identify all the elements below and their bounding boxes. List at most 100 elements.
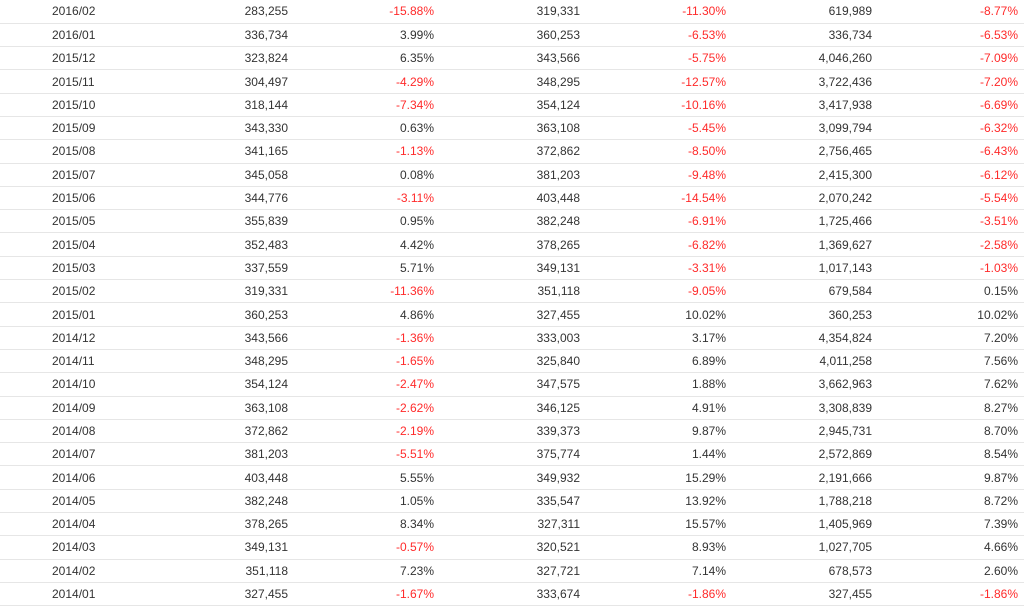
cell-change-3: -7.09%	[876, 46, 1024, 71]
cell-month: 2015/11	[0, 69, 146, 94]
cell-value-1: 337,559	[146, 256, 292, 281]
cell-change-3: 2.60%	[876, 559, 1024, 583]
cell-value-1: 382,248	[146, 489, 292, 514]
cell-value-3: 3,722,436	[730, 69, 876, 94]
table-row: 2014/06 403,448 5.55% 349,932 15.29% 2,191,66…	[0, 465, 1024, 490]
cell-value-3: 2,572,869	[730, 442, 876, 467]
table-row: 2014/07 381,203 -5.51% 375,774 1.44% 2,572,86…	[0, 442, 1024, 467]
cell-month: 2014/06	[0, 465, 146, 490]
cell-change-3: 8.72%	[876, 489, 1024, 514]
table-row: 2014/01 327,455 -1.67% 333,674 -1.86% 327,455…	[0, 582, 1024, 606]
table-row: 2014/08 372,862 -2.19% 339,373 9.87% 2,945,73…	[0, 419, 1024, 444]
cell-value-2: 360,253	[438, 23, 584, 48]
cell-change-2: -14.54%	[584, 186, 730, 211]
cell-value-1: 348,295	[146, 349, 292, 374]
cell-change-3: 7.39%	[876, 512, 1024, 537]
cell-change-3: -6.32%	[876, 116, 1024, 141]
cell-value-1: 363,108	[146, 396, 292, 420]
cell-change-2: -1.86%	[584, 582, 730, 606]
cell-change-2: 3.17%	[584, 326, 730, 350]
table-row: 2016/01 336,734 3.99% 360,253 -6.53% 336,734-…	[0, 23, 1024, 48]
cell-change-3: 7.62%	[876, 372, 1024, 397]
cell-change-1: 1.05%	[292, 489, 438, 514]
cell-change-1: 6.35%	[292, 46, 438, 71]
cell-value-3: 4,354,824	[730, 326, 876, 350]
cell-change-1: -2.47%	[292, 372, 438, 397]
cell-value-1: 381,203	[146, 442, 292, 467]
table-row: 2015/02 319,331 -11.36% 351,118 -9.05% 679,58…	[0, 279, 1024, 304]
cell-value-3: 2,945,731	[730, 419, 876, 444]
cell-change-3: -6.12%	[876, 163, 1024, 187]
cell-value-1: 360,253	[146, 302, 292, 327]
cell-change-1: 5.55%	[292, 465, 438, 490]
cell-change-3: -6.53%	[876, 23, 1024, 48]
cell-change-1: 0.63%	[292, 116, 438, 141]
cell-value-2: 382,248	[438, 209, 584, 234]
table-row: 2014/09 363,108 -2.62% 346,125 4.91% 3,308,83…	[0, 396, 1024, 420]
table-row: 2014/12 343,566 -1.36% 333,003 3.17% 4,354,82…	[0, 326, 1024, 350]
cell-value-1: 319,331	[146, 279, 292, 304]
cell-month: 2015/09	[0, 116, 146, 141]
cell-change-3: 7.56%	[876, 349, 1024, 374]
cell-month: 2015/07	[0, 163, 146, 187]
cell-change-3: -6.43%	[876, 139, 1024, 164]
table-row: 2015/08 341,165 -1.13% 372,862 -8.50% 2,756,4…	[0, 139, 1024, 164]
cell-value-2: 403,448	[438, 186, 584, 211]
cell-change-1: 4.42%	[292, 232, 438, 257]
cell-month: 2016/01	[0, 23, 146, 48]
cell-change-3: -1.86%	[876, 582, 1024, 606]
cell-change-3: -5.54%	[876, 186, 1024, 211]
cell-change-1: -1.13%	[292, 139, 438, 164]
table-row: 2015/10 318,144 -7.34% 354,124 -10.16% 3,417,…	[0, 93, 1024, 117]
table-row: 2014/04 378,265 8.34% 327,311 15.57% 1,405,96…	[0, 512, 1024, 537]
cell-value-1: 327,455	[146, 582, 292, 606]
cell-month: 2014/05	[0, 489, 146, 514]
cell-change-1: -1.36%	[292, 326, 438, 350]
cell-value-2: 375,774	[438, 442, 584, 467]
cell-change-2: 6.89%	[584, 349, 730, 374]
cell-change-1: 7.23%	[292, 559, 438, 583]
cell-change-2: 15.29%	[584, 465, 730, 490]
table-row: 2014/03 349,131 -0.57% 320,521 8.93% 1,027,70…	[0, 535, 1024, 560]
cell-change-1: -0.57%	[292, 535, 438, 560]
cell-change-3: -6.69%	[876, 93, 1024, 117]
cell-value-3: 1,027,705	[730, 535, 876, 560]
cell-month: 2014/10	[0, 372, 146, 397]
cell-change-1: -2.62%	[292, 396, 438, 420]
cell-change-3: 4.66%	[876, 535, 1024, 560]
cell-month: 2014/11	[0, 349, 146, 374]
cell-change-2: -6.82%	[584, 232, 730, 257]
cell-value-3: 619,989	[730, 0, 876, 24]
cell-value-2: 378,265	[438, 232, 584, 257]
cell-change-1: -7.34%	[292, 93, 438, 117]
table-row: 2015/11 304,497 -4.29% 348,295 -12.57% 3,722,…	[0, 69, 1024, 94]
cell-change-1: -2.19%	[292, 419, 438, 444]
cell-month: 2015/10	[0, 93, 146, 117]
cell-value-1: 341,165	[146, 139, 292, 164]
cell-change-1: 5.71%	[292, 256, 438, 281]
cell-change-3: -2.58%	[876, 232, 1024, 257]
cell-value-1: 283,255	[146, 0, 292, 24]
cell-change-2: -5.45%	[584, 116, 730, 141]
cell-change-1: -5.51%	[292, 442, 438, 467]
cell-month: 2015/08	[0, 139, 146, 164]
cell-change-1: -1.67%	[292, 582, 438, 606]
cell-value-2: 339,373	[438, 419, 584, 444]
cell-change-2: 1.88%	[584, 372, 730, 397]
cell-month: 2015/06	[0, 186, 146, 211]
cell-month: 2015/02	[0, 279, 146, 304]
cell-month: 2016/02	[0, 0, 146, 24]
cell-value-1: 304,497	[146, 69, 292, 94]
cell-value-2: 320,521	[438, 535, 584, 560]
cell-change-3: -8.77%	[876, 0, 1024, 24]
cell-change-2: -12.57%	[584, 69, 730, 94]
cell-month: 2014/03	[0, 535, 146, 560]
cell-change-1: 0.95%	[292, 209, 438, 234]
cell-value-3: 4,011,258	[730, 349, 876, 374]
cell-value-1: 355,839	[146, 209, 292, 234]
table-row: 2015/04 352,483 4.42% 378,265 -6.82% 1,369,62…	[0, 232, 1024, 257]
cell-value-1: 403,448	[146, 465, 292, 490]
cell-value-2: 335,547	[438, 489, 584, 514]
cell-value-3: 2,415,300	[730, 163, 876, 187]
cell-month: 2014/02	[0, 559, 146, 583]
